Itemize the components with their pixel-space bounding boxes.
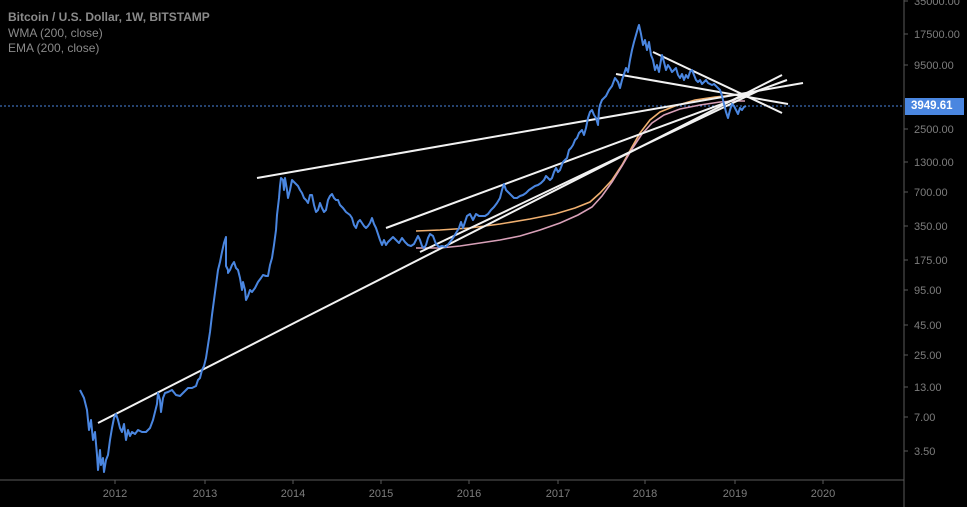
wma-line[interactable]	[416, 100, 745, 249]
y-tick-label: 17500.00	[914, 29, 960, 41]
x-tick-label: 2020	[811, 488, 835, 500]
x-tick-label: 2014	[281, 488, 305, 500]
x-tick-label: 2015	[369, 488, 393, 500]
x-tick-label: 2012	[103, 488, 127, 500]
y-tick-label: 175.00	[914, 255, 948, 267]
trendline-descending-1	[615, 73, 789, 105]
trendline-2012	[97, 319, 301, 424]
trendlines[interactable]	[97, 51, 804, 424]
x-tick-label: 2019	[723, 488, 747, 500]
x-tick-label: 2017	[546, 488, 570, 500]
x-tick-label: 2018	[633, 488, 657, 500]
wma-indicator-label[interactable]: WMA (200, close)	[8, 25, 103, 40]
y-tick-label: 1300.00	[914, 157, 954, 169]
y-tick-label: 25.00	[914, 350, 942, 362]
y-tick-label: 13.00	[914, 382, 942, 394]
y-tick-label: 95.00	[914, 285, 942, 297]
y-tick-label: 2500.00	[914, 124, 954, 136]
x-axis-ticks: 2012 2013 2014 2015 2016 2017 2018 2019 …	[103, 480, 835, 500]
y-tick-label: 3.50	[914, 446, 935, 458]
y-tick-label: 7.00	[914, 412, 935, 424]
ema-indicator-label[interactable]: EMA (200, close)	[8, 41, 100, 55]
btc-price-line[interactable]	[79, 24, 747, 473]
trendline-channel-upper	[385, 79, 788, 229]
trendline-long-upper	[256, 82, 804, 179]
y-tick-label: 35000.00	[914, 0, 960, 8]
y-tick-label: 9500.00	[914, 60, 954, 72]
y-tick-label: 700.00	[914, 187, 948, 199]
x-tick-label: 2013	[193, 488, 217, 500]
chart-legend: Bitcoin / U.S. Dollar, 1W, BITSTAMP WMA …	[8, 10, 210, 57]
trendline-long-lower	[299, 74, 783, 321]
y-tick-label: 350.00	[914, 221, 948, 233]
y-axis-ticks: 35000.00 17500.00 9500.00 2500.00 1300.0…	[904, 0, 960, 458]
y-tick-label: 45.00	[914, 320, 942, 332]
trendline-descending-2	[652, 51, 783, 114]
x-tick-label: 2016	[457, 488, 481, 500]
trendline-channel-lower	[419, 89, 761, 253]
symbol-title[interactable]: Bitcoin / U.S. Dollar, 1W, BITSTAMP	[8, 10, 210, 24]
last-price-tag: 3949.61	[905, 98, 964, 115]
